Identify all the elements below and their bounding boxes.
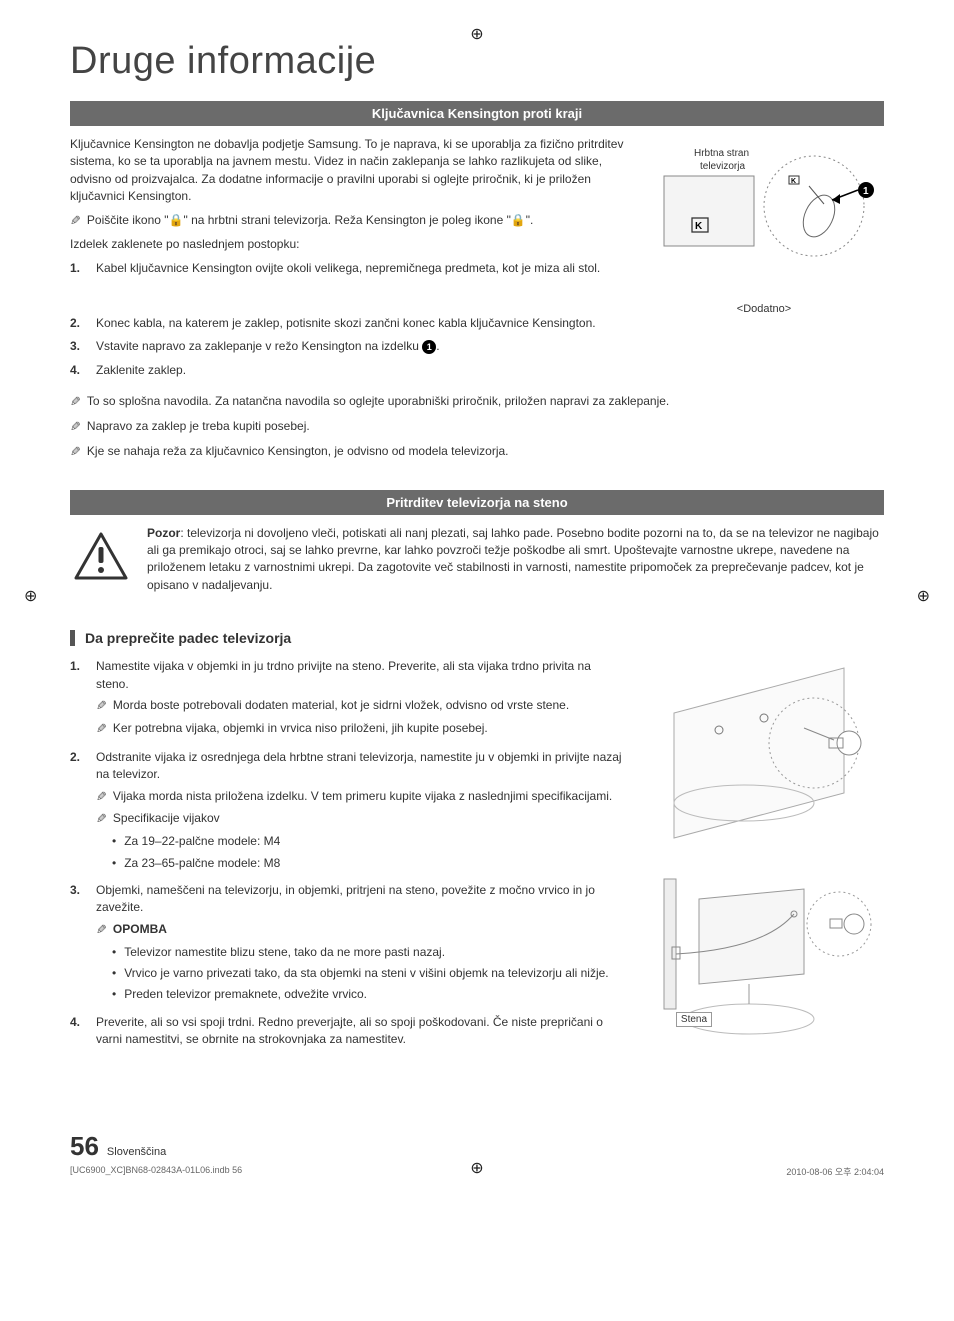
wallmount-warning: Pozor: televizorja ni dovoljeno vleči, p… xyxy=(147,525,880,595)
subheading-bar xyxy=(70,630,75,646)
note-icon: ✎ xyxy=(70,393,81,412)
kensington-note-1: To so splošna navodila. Za natančna navo… xyxy=(87,393,669,410)
warning-icon xyxy=(74,531,129,581)
page-number: 56 xyxy=(70,1131,99,1162)
note-icon: ✎ xyxy=(70,418,81,437)
kensington-note-3: Kje se nahaja reža za ključavnico Kensin… xyxy=(87,443,509,460)
kensington-steps-cont: 2.Konec kabla, na katerem je zaklep, pot… xyxy=(70,315,884,379)
section-heading-kensington: Ključavnica Kensington proti kraji xyxy=(70,101,884,126)
diagram-back-label: Hrbtna stran xyxy=(694,148,749,159)
svg-text:televizorja: televizorja xyxy=(700,161,745,172)
kensington-note-2: Napravo za zaklep je treba kupiti posebe… xyxy=(87,418,310,435)
page-language: Slovenščina xyxy=(107,1146,166,1158)
page-title: Druge informacije xyxy=(70,40,884,83)
kensington-caption: <Dodatno> xyxy=(644,303,884,315)
wallmount-diagrams: Stena xyxy=(644,658,884,1061)
kensington-icon-note: Poiščite ikono "🔒" na hrbtni strani tele… xyxy=(87,212,533,229)
wallmount-steps: 1. Namestite vijaka v objemki in ju trdn… xyxy=(70,658,624,1048)
note-icon: ✎ xyxy=(70,212,81,231)
print-footer-left: [UC6900_XC]BN68-02843A-01L06.indb 56 xyxy=(70,1165,242,1178)
svg-text:K: K xyxy=(695,221,703,232)
note-icon: ✎ xyxy=(96,810,107,829)
note-icon: ✎ xyxy=(96,720,107,739)
note-icon: ✎ xyxy=(70,443,81,462)
print-footer-right: 2010-08-06 오후 2:04:04 xyxy=(786,1165,884,1178)
kensington-steps: 1.Kabel ključavnice Kensington ovijte ok… xyxy=(70,260,624,277)
wallmount-subheading: Da preprečite padec televizorja xyxy=(85,630,291,646)
svg-text:1: 1 xyxy=(863,186,869,197)
kensington-diagram: Hrbtna stran televizorja K K 1 <Dodatno> xyxy=(644,136,884,315)
svg-text:K: K xyxy=(791,178,796,185)
section-heading-wallmount: Pritrditev televizorja na steno xyxy=(70,490,884,515)
circle-1-icon: 1 xyxy=(422,340,436,354)
crop-mark-top: ⊕ xyxy=(470,24,483,44)
note-icon: ✎ xyxy=(96,921,107,940)
note-icon: ✎ xyxy=(96,788,107,807)
wall-label: Stena xyxy=(676,1012,712,1027)
kensington-procedure-intro: Izdelek zaklenete po naslednjem postopku… xyxy=(70,236,624,253)
crop-mark-left: ⊕ xyxy=(24,586,37,606)
crop-mark-right: ⊕ xyxy=(917,586,930,606)
kensington-intro: Ključavnice Kensington ne dobavlja podje… xyxy=(70,136,624,206)
note-icon: ✎ xyxy=(96,697,107,716)
